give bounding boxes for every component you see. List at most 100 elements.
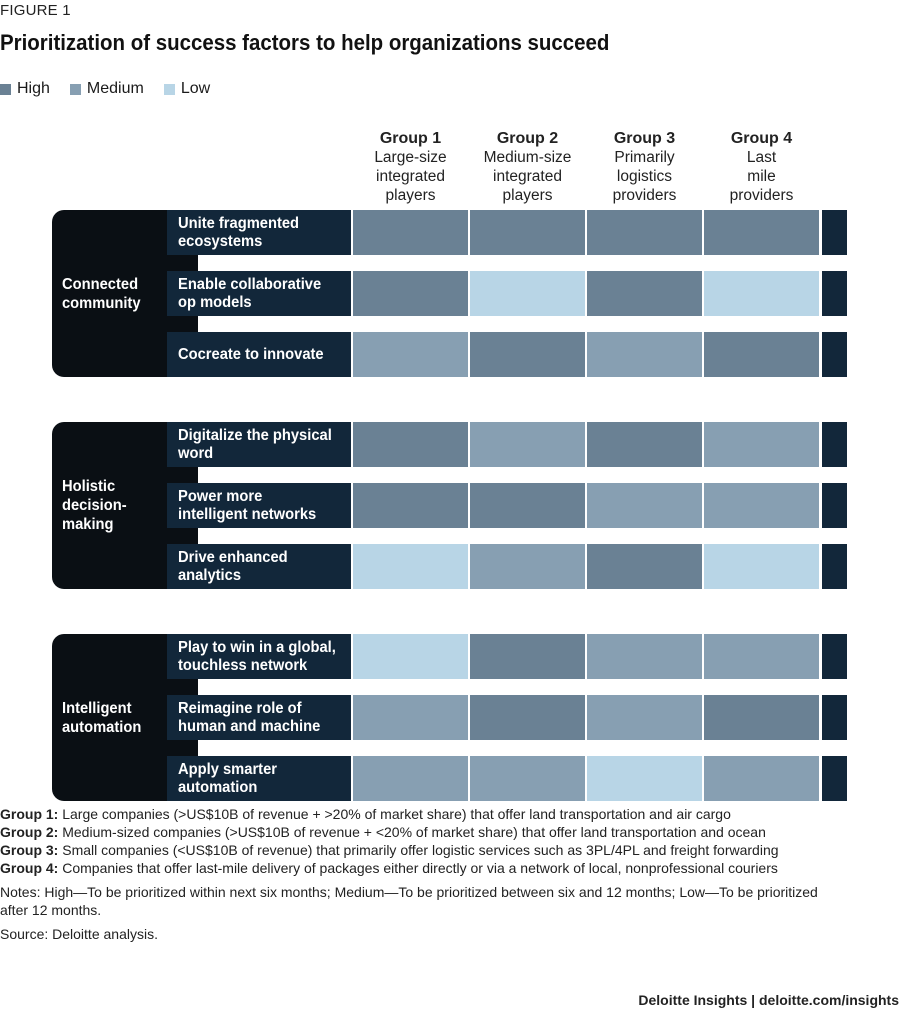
group-description: players (385, 187, 436, 204)
factor-row: Unite fragmented ecosystems (167, 210, 847, 255)
factor-label-line: Cocreate to innovate (178, 345, 324, 363)
factor-label: Unite fragmented ecosystems (167, 210, 351, 255)
row-end-cap (822, 483, 847, 528)
priority-cell-group-1 (353, 422, 468, 467)
legend-swatch (0, 83, 11, 95)
priority-cell-group-2 (470, 544, 585, 589)
factor-label-line: Reimagine role of (178, 699, 302, 717)
factor-label-line: Power more (178, 487, 263, 505)
priority-cell-group-1 (353, 756, 468, 801)
factor-label: Digitalize the physical word (167, 422, 351, 467)
factor-label-line: intelligent networks (178, 505, 317, 523)
row-end-cap (822, 634, 847, 679)
priority-cell-group-3 (587, 422, 702, 467)
priority-cell-group-2 (470, 210, 585, 255)
factor-label-line: ecosystems (178, 232, 263, 250)
priority-cell-group-3 (587, 756, 702, 801)
factor-label-line: Drive enhanced (178, 548, 288, 566)
group-description: integrated (493, 168, 562, 185)
factor-label: Cocreate to innovate (167, 332, 351, 377)
factor-label-line: Unite fragmented (178, 214, 300, 232)
group-note-3: Group 3: Small companies (<US$10B of rev… (0, 841, 780, 859)
priority-cell-group-4 (704, 544, 819, 589)
category-label-line: making (62, 516, 114, 533)
priority-cell-group-2 (470, 483, 585, 528)
priority-cell-group-2 (470, 634, 585, 679)
row-end-cap (822, 332, 847, 377)
group-note-4: Group 4: Companies that offer last-mile … (0, 859, 780, 877)
priority-cell-group-4 (704, 756, 819, 801)
factor-label: Drive enhanced analytics (167, 544, 351, 589)
group-note-text: Companies that offer last-mile delivery … (58, 860, 778, 876)
legend-label: Medium (86, 80, 144, 97)
factor-label-line: Enable collaborative (178, 275, 322, 293)
factor-label: Power more intelligent networks (167, 483, 351, 528)
priority-cell-group-1 (353, 271, 468, 316)
group-name: Group 3 (613, 130, 676, 147)
priority-cell-group-4 (704, 332, 819, 377)
group-description: players (502, 187, 553, 204)
factor-row: Enable collaborative op models (167, 271, 847, 316)
priority-cell-group-1 (353, 544, 468, 589)
legend-swatch (69, 83, 81, 95)
footer-credit: Deloitte Insights | deloitte.com/insight… (638, 992, 899, 1008)
priority-cell-group-2 (470, 756, 585, 801)
priority-cell-group-3 (587, 544, 702, 589)
group-note-key: Group 1: (0, 806, 59, 822)
group-description: Primarily (614, 149, 675, 166)
category-label-line: automation (62, 718, 142, 736)
legend-item-high: High (0, 80, 50, 98)
priority-cell-group-1 (353, 210, 468, 255)
factor-label-line: analytics (178, 566, 242, 584)
group-note-key: Group 3: (0, 842, 59, 858)
group-description: Large-size (374, 149, 447, 166)
factor-label: Reimagine role of human and machine (167, 695, 351, 740)
legend-swatch (163, 83, 175, 95)
factor-label-line: word (178, 444, 214, 462)
category-label: Connected community (62, 275, 141, 313)
priority-cell-group-1 (353, 483, 468, 528)
priority-cell-group-4 (704, 695, 819, 740)
factor-label-line: touchless network (178, 656, 308, 674)
category-label: Intelligent automation (62, 699, 141, 737)
group-header-3: Group 3 Primarily logistics providers (586, 129, 703, 205)
group-header-4: Group 4 Last mile providers (703, 129, 820, 205)
group-note-text: Medium-sized companies (>US$10B of reven… (58, 824, 766, 840)
source-text: Source: Deloitte analysis. (0, 926, 158, 942)
group-note-text: Large companies (>US$10B of revenue + >2… (58, 806, 731, 822)
row-end-cap (822, 210, 847, 255)
group-note-2: Group 2: Medium-sized companies (>US$10B… (0, 823, 900, 841)
priority-cell-group-3 (587, 332, 702, 377)
factor-label-line: human and machine (178, 717, 321, 735)
priority-cell-group-3 (587, 483, 702, 528)
row-end-cap (822, 544, 847, 589)
factor-label: Play to win in a global, touchless networ… (167, 634, 351, 679)
legend-label: Low (180, 80, 211, 97)
category-label-line: decision- (62, 497, 127, 514)
factor-label-line: Digitalize the physical (178, 426, 332, 444)
group-note-text: Small companies (<US$10B of revenue) tha… (58, 842, 779, 858)
row-end-cap (822, 422, 847, 467)
factor-row: Digitalize the physical word (167, 422, 847, 467)
legend-item-low: Low (163, 80, 211, 98)
row-end-cap (822, 271, 847, 316)
group-description: logistics (616, 168, 673, 185)
group-header-1: Group 1 Large-size integrated players (352, 129, 469, 205)
factor-label-line: automation (178, 778, 258, 796)
priority-cell-group-3 (587, 210, 702, 255)
category-label: Holistic decision-making (62, 477, 127, 534)
priority-cell-group-4 (704, 210, 819, 255)
row-end-cap (822, 756, 847, 801)
category-label-line: Connected (62, 275, 139, 293)
factor-row: Reimagine role of human and machine (167, 695, 847, 740)
priority-cell-group-1 (353, 634, 468, 679)
priority-cell-group-2 (470, 271, 585, 316)
group-description: integrated (376, 168, 445, 185)
factor-label: Apply smarter automation (167, 756, 351, 801)
group-description: Last (746, 149, 777, 166)
group-description: Medium-size (483, 149, 572, 166)
chart-title: Prioritization of success factors to hel… (0, 30, 610, 55)
group-name: Group 2 (496, 130, 559, 147)
factor-row: Power more intelligent networks (167, 483, 847, 528)
priority-cell-group-4 (704, 422, 819, 467)
